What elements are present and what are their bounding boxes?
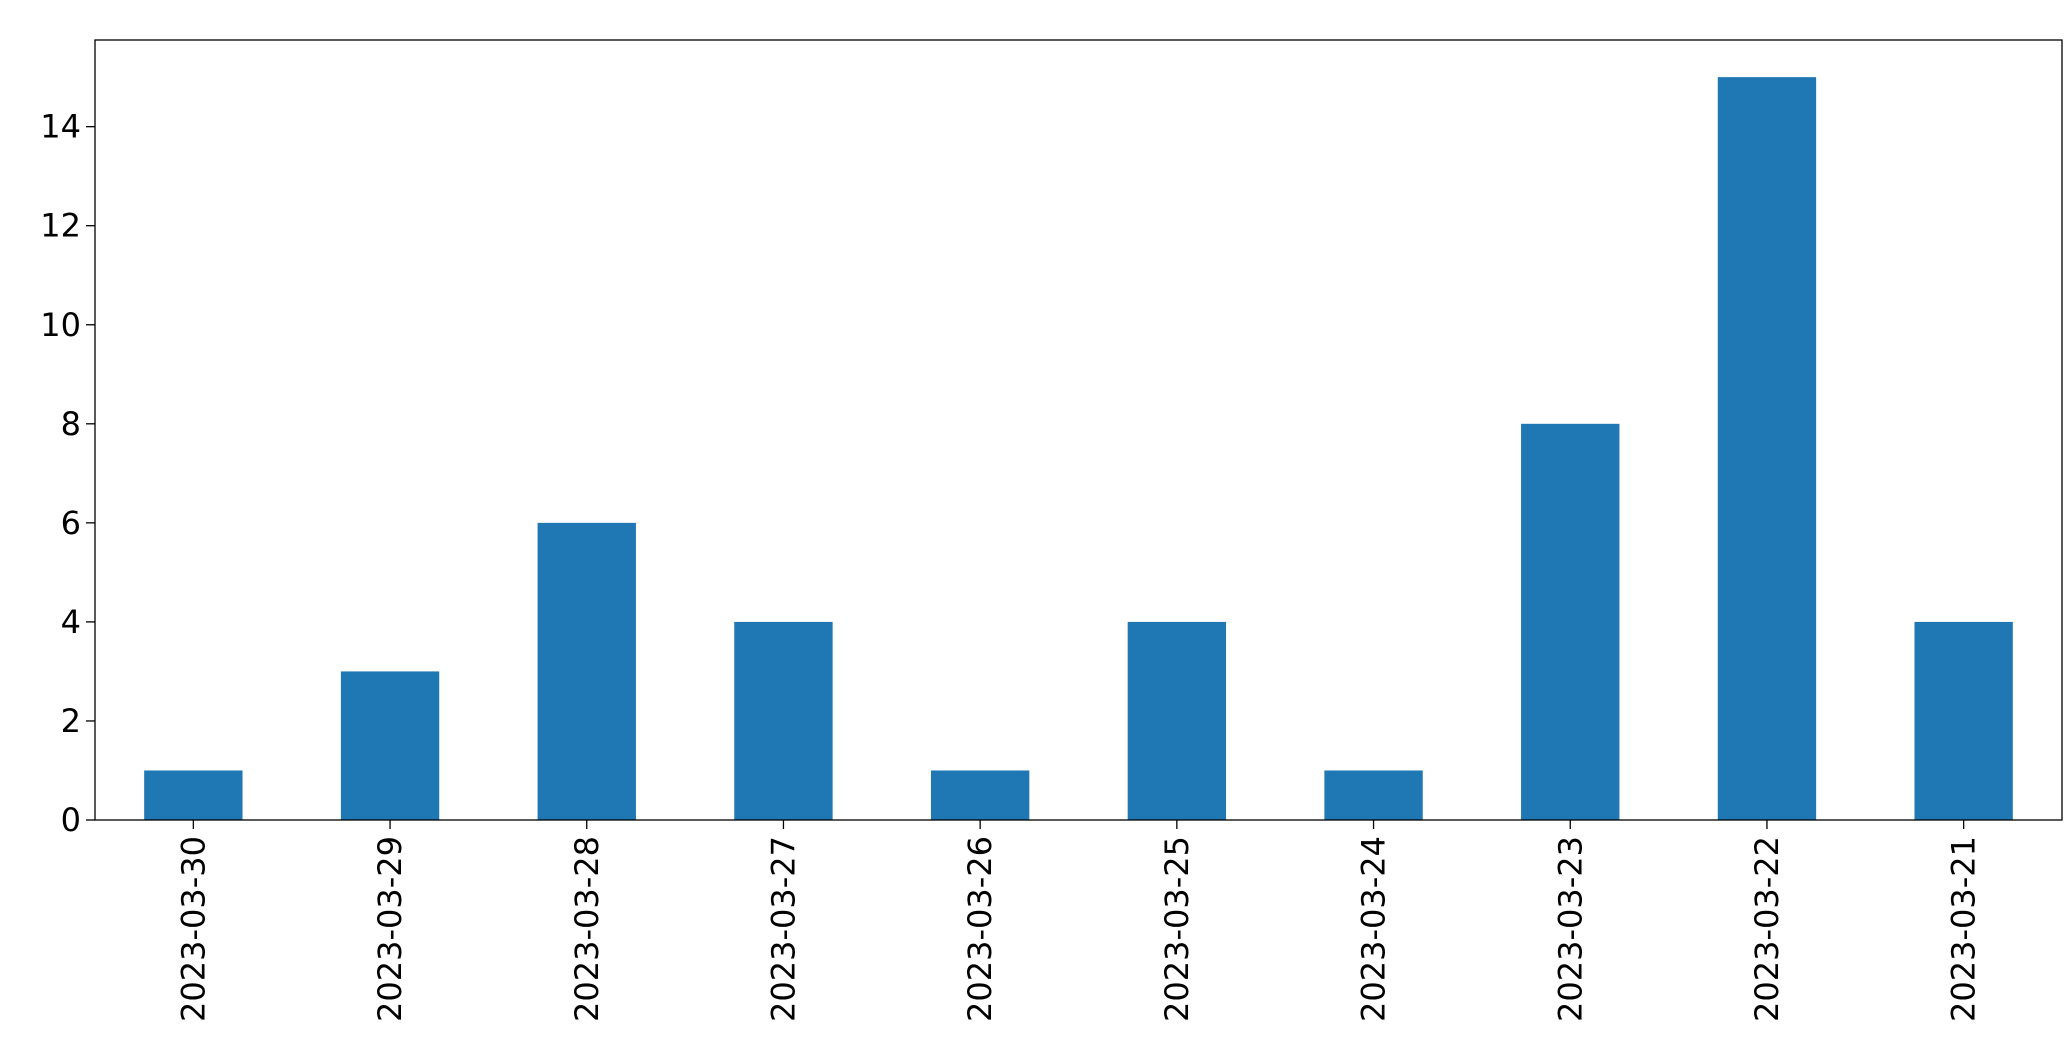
y-tick-label: 10 [40, 306, 81, 344]
bar [1324, 770, 1423, 820]
x-tick-label: 2023-03-28 [568, 836, 606, 1022]
bar [144, 770, 243, 820]
x-tick-label: 2023-03-23 [1551, 836, 1589, 1022]
x-tick-label: 2023-03-25 [1158, 836, 1196, 1022]
x-tick-label: 2023-03-29 [371, 836, 409, 1022]
axes-frame [94, 39, 2063, 821]
bar [1521, 423, 1620, 820]
bar [930, 770, 1030, 820]
bar [1127, 621, 1227, 820]
bar [1717, 77, 1817, 820]
bar [537, 522, 636, 820]
y-tick-label: 12 [40, 207, 81, 245]
y-tick-label: 4 [61, 603, 81, 641]
x-tick-label: 2023-03-21 [1945, 836, 1983, 1022]
x-tick-label: 2023-03-26 [961, 836, 999, 1022]
x-tick-label: 2023-03-22 [1748, 836, 1786, 1022]
bar [340, 671, 440, 820]
y-tick-label: 14 [40, 108, 81, 146]
y-tick-label: 2 [61, 702, 81, 740]
y-tick-label: 0 [61, 801, 81, 839]
y-tick-label: 8 [61, 405, 81, 443]
x-tick-label: 2023-03-24 [1355, 836, 1393, 1022]
bar [1914, 621, 2013, 820]
x-tick-label: 2023-03-27 [764, 836, 802, 1022]
y-tick-label: 6 [61, 504, 81, 542]
x-tick-label: 2023-03-30 [174, 836, 212, 1022]
bar [734, 621, 833, 820]
